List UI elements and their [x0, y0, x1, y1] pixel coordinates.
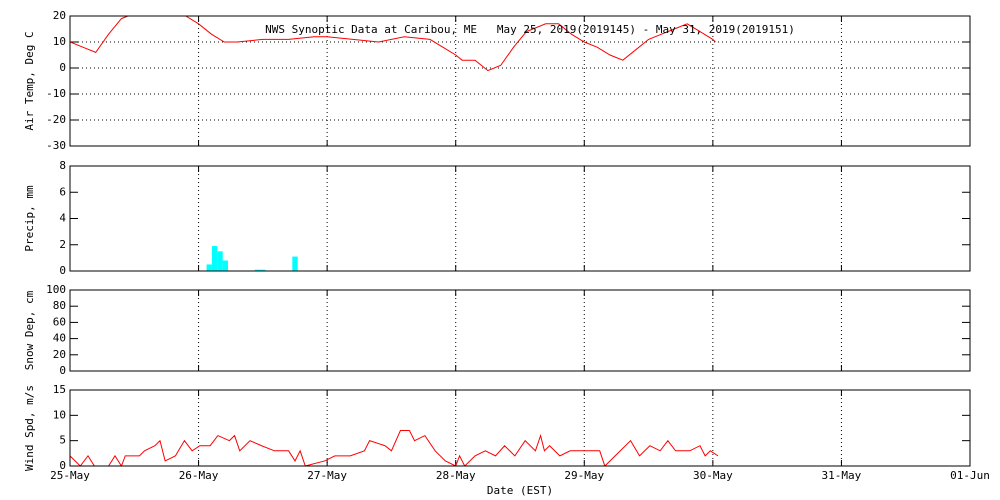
data-line	[70, 16, 716, 72]
plot-frame	[69, 389, 971, 467]
bar	[260, 269, 266, 271]
bar	[222, 260, 228, 271]
x-tick-label: 26-May	[179, 469, 219, 482]
x-tick-label: 28-May	[436, 469, 476, 482]
x-tick-label: 27-May	[307, 469, 347, 482]
y-tick-label: -10	[46, 87, 66, 100]
y-tick-label: 40	[53, 332, 66, 345]
y-tick-label: 10	[53, 408, 66, 421]
bar	[217, 251, 223, 271]
y-tick-label: 20	[53, 9, 66, 22]
x-tick-label: 01-Jun	[950, 469, 990, 482]
y-axis-label: Air Temp, Deg C	[23, 31, 36, 130]
y-tick-label: 15	[53, 383, 66, 396]
plot-frame	[69, 165, 971, 272]
x-tick-label: 30-May	[693, 469, 733, 482]
y-tick-label: -30	[46, 139, 66, 152]
plot-frame	[69, 289, 971, 372]
y-tick-label: 10	[53, 35, 66, 48]
y-tick-label: 100	[46, 283, 66, 296]
bar	[211, 246, 218, 271]
y-tick-label: 0	[59, 459, 66, 472]
y-tick-label: -20	[46, 113, 66, 126]
y-axis-label: Snow Dep, cm	[23, 290, 36, 370]
plot-frame	[69, 15, 971, 147]
bar	[254, 269, 261, 271]
x-axis-label: Date (EST)	[487, 484, 553, 497]
y-tick-label: 20	[53, 348, 66, 361]
y-axis-label: Precip, mm	[23, 185, 36, 252]
y-tick-label: 2	[59, 238, 66, 251]
x-tick-label: 29-May	[564, 469, 604, 482]
y-tick-label: 4	[59, 212, 66, 225]
y-tick-label: 0	[59, 61, 66, 74]
chart-title: NWS Synoptic Data at Caribou, ME May 25,…	[265, 23, 795, 36]
x-tick-label: 25-May	[50, 469, 90, 482]
y-tick-label: 60	[53, 315, 66, 328]
y-tick-label: 0	[59, 264, 66, 277]
y-tick-label: 0	[59, 364, 66, 377]
y-tick-label: 6	[59, 185, 66, 198]
bar	[206, 264, 212, 271]
x-tick-label: 31-May	[822, 469, 862, 482]
y-tick-label: 80	[53, 299, 66, 312]
data-line	[70, 430, 719, 466]
y-tick-label: 5	[59, 434, 66, 447]
y-axis-label: Wind Spd, m/s	[23, 385, 36, 471]
bar	[292, 256, 298, 271]
y-tick-label: 8	[59, 159, 66, 172]
